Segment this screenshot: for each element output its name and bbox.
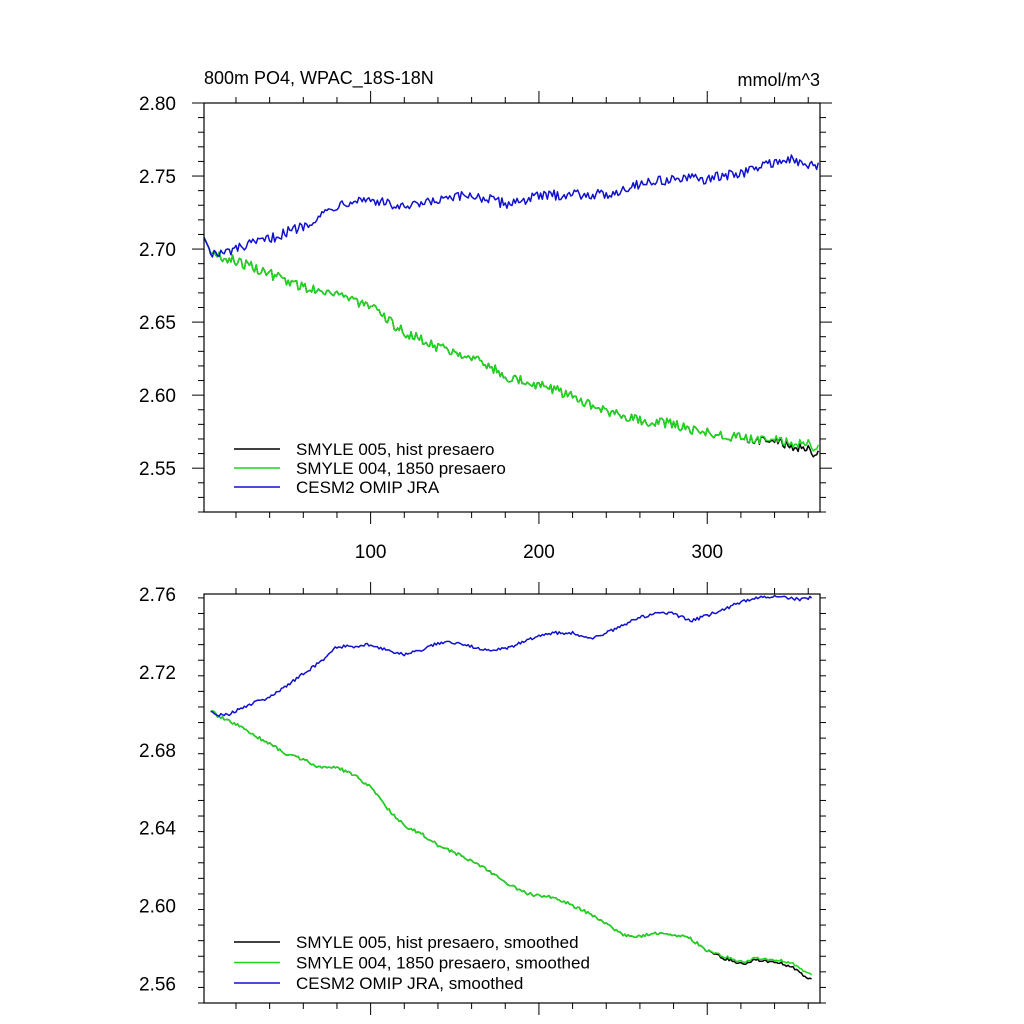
y-tick-label: 2.80 [139, 94, 176, 115]
units-label: mmol/m^3 [738, 70, 820, 90]
y-tick-label: 2.60 [139, 897, 176, 918]
legend-label: SMYLE 004, 1850 presaero [296, 459, 506, 478]
y-tick-label: 2.55 [139, 459, 176, 480]
top-panel: 100 200 300 2.55 2.60 2.65 2.70 2.75 2.80 SMYLE 0… [139, 91, 832, 563]
series-line-2 [203, 237, 820, 452]
legend-label: SMYLE 005, hist presaero, smoothed [296, 933, 579, 952]
panel-title: 800m PO4, WPAC_18S-18N [204, 68, 434, 89]
series-lines [210, 594, 813, 980]
y-tick-label: 2.65 [139, 313, 176, 334]
axis-ticks [192, 91, 832, 524]
legend: SMYLE 005, hist presaero, smoothed SMYLE … [234, 933, 590, 993]
y-tick-label: 2.72 [139, 663, 176, 684]
axis-ticks [198, 582, 826, 1015]
series-line-2 [210, 710, 813, 976]
y-tick-label: 2.64 [139, 819, 176, 840]
series-line-1 [203, 237, 820, 458]
y-tick-label: 2.56 [139, 975, 176, 996]
y-tick-label: 2.60 [139, 386, 176, 407]
series-lines [203, 154, 820, 458]
legend-label: SMYLE 004, 1850 presaero, smoothed [296, 954, 590, 973]
legend-label: CESM2 OMIP JRA, smoothed [296, 974, 523, 993]
legend-label: SMYLE 005, hist presaero [296, 440, 494, 459]
y-tick-label: 2.70 [139, 240, 176, 261]
legend-label: CESM2 OMIP JRA [296, 478, 440, 497]
x-tick-label: 100 [355, 542, 387, 563]
x-tick-label: 300 [691, 542, 723, 563]
y-tick-label: 2.75 [139, 167, 176, 188]
bottom-panel: 2.56 2.60 2.64 2.68 2.72 2.76 SMYLE 005, hist … [139, 582, 826, 1015]
plot-frame [203, 593, 821, 1004]
y-tick-label: 2.68 [139, 741, 176, 762]
x-tick-label: 200 [523, 542, 555, 563]
y-tick-label: 2.76 [139, 585, 176, 606]
series-line-3 [203, 154, 820, 258]
series-line-3 [210, 594, 813, 717]
